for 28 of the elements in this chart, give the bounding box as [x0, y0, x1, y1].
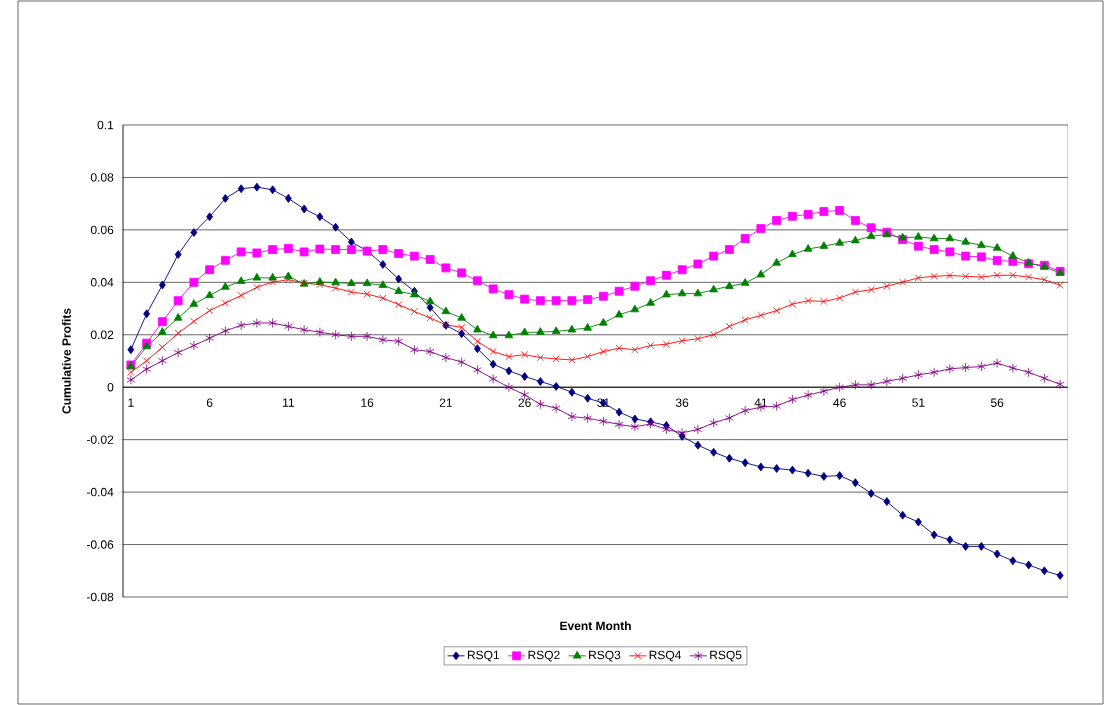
y-tick-label: 0: [107, 382, 114, 392]
legend-label: RSQ3: [589, 650, 621, 662]
y-tick-label: 0.02: [90, 330, 114, 340]
legend-label: RSQ5: [710, 650, 742, 662]
x-tick-label: 6: [206, 398, 213, 407]
legend-label: RSQ4: [649, 650, 682, 662]
x-tick-label: 11: [283, 398, 295, 407]
y-tick-label: -0.06: [86, 540, 114, 549]
y-tick-label: -0.02: [86, 435, 114, 444]
legend-label: RSQ2: [528, 650, 560, 662]
legend-label: RSQ1: [467, 650, 500, 662]
y-tick-label: -0.08: [86, 592, 114, 602]
x-tick-label: 56: [990, 398, 1004, 407]
x-tick-label: 16: [361, 398, 374, 407]
y-tick-label: 0.1: [97, 120, 114, 130]
x-tick-label: 26: [518, 398, 531, 407]
x-tick-label: 51: [912, 398, 925, 407]
y-tick-label: 0.08: [90, 173, 114, 182]
x-tick-label: 46: [833, 398, 846, 407]
x-tick-label: 1: [128, 398, 134, 407]
x-axis-title: Event Month: [560, 621, 631, 631]
x-tick-label: 21: [439, 398, 452, 407]
y-axis-title: Cumulative Profits: [61, 308, 71, 414]
y-tick-label: 0.06: [90, 225, 114, 235]
y-tick-label: -0.04: [86, 487, 114, 497]
y-tick-label: 0.04: [90, 278, 114, 287]
x-tick-label: 36: [675, 398, 689, 407]
x-tick-label: 41: [754, 398, 767, 407]
